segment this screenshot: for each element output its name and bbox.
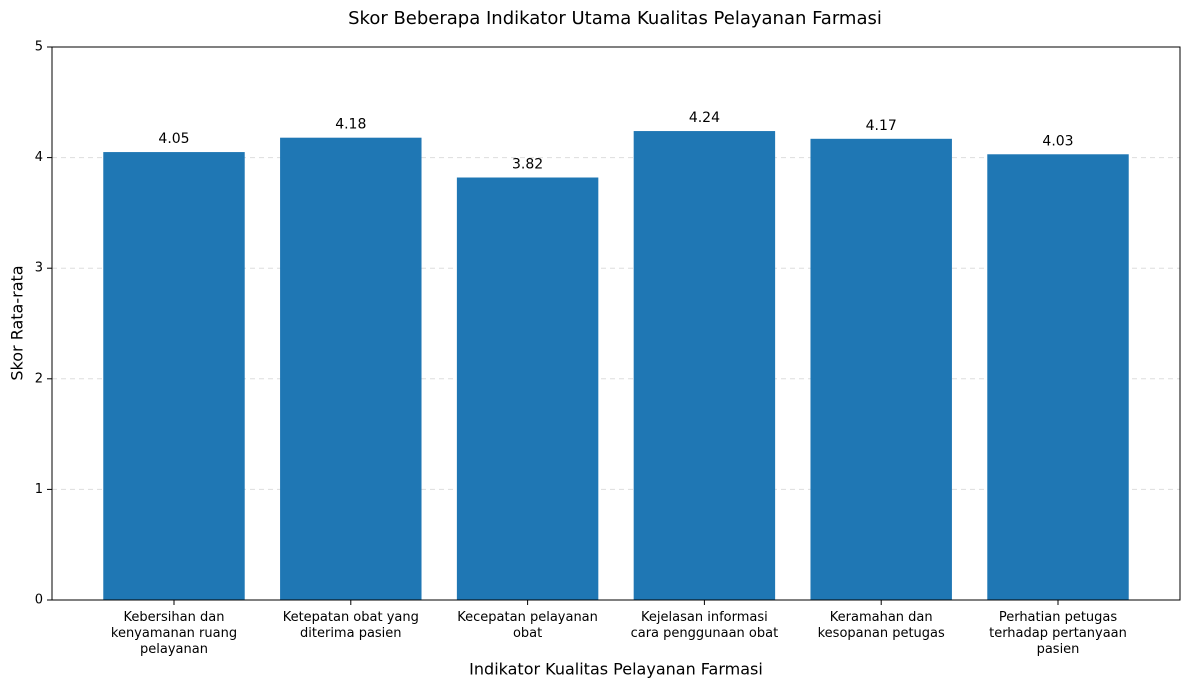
x-tick-label: Kebersihan dan kenyamanan ruang pelayanan	[111, 610, 237, 657]
x-tick-label: Keramahan dan kesopanan petugas	[818, 610, 945, 641]
y-axis-label: Skor Rata-rata	[8, 265, 27, 380]
bar	[987, 154, 1129, 601]
y-tick-label: 3	[35, 261, 43, 276]
value-label: 4.05	[158, 131, 189, 147]
x-axis-label: Indikator Kualitas Pelayanan Farmasi	[469, 660, 763, 679]
bar	[633, 131, 776, 600]
y-tick-label: 2	[35, 371, 43, 386]
x-tick-label: Kecepatan pelayanan obat	[457, 610, 598, 641]
y-tick-label: 0	[35, 593, 43, 608]
plot-frame	[51, 46, 1181, 601]
value-label: 4.03	[1042, 133, 1073, 149]
y-tick-label: 1	[35, 482, 43, 497]
bar	[103, 152, 245, 600]
x-tick-label: Kejelasan informasi cara penggunaan obat	[631, 610, 779, 641]
x-tick-label: Perhatian petugas terhadap pertanyaan pasi…	[989, 610, 1127, 657]
value-label: 3.82	[512, 157, 543, 173]
y-tick-label: 4	[35, 150, 43, 165]
x-tick-label: Ketepatan obat yang diterima pasien	[283, 610, 419, 641]
bar	[810, 138, 952, 600]
value-label: 4.17	[866, 118, 897, 134]
bar	[280, 137, 422, 600]
value-label: 4.24	[689, 110, 720, 126]
bar	[456, 177, 599, 600]
chart-title: Skor Beberapa Indikator Utama Kualitas P…	[348, 8, 882, 29]
value-label: 4.18	[335, 117, 366, 133]
y-tick-label: 5	[35, 40, 43, 55]
